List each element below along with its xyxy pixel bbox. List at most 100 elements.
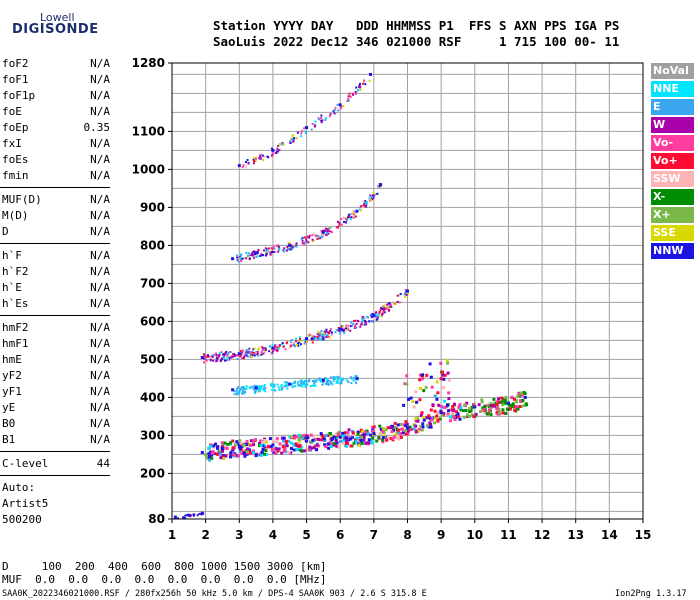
scatter-point — [295, 337, 297, 340]
scatter-point — [307, 241, 310, 244]
param-foF1: foF1 N/A — [2, 73, 110, 86]
scatter-point — [489, 413, 493, 417]
scatter-point — [221, 357, 223, 360]
scatter-point — [216, 452, 219, 456]
scatter-point — [461, 409, 465, 413]
scatter-point — [278, 247, 281, 250]
scatter-point — [212, 359, 215, 362]
scatter-point — [198, 512, 201, 515]
scatter-point — [299, 384, 302, 387]
scatter-point — [295, 444, 299, 448]
scatter-point — [361, 317, 364, 320]
scatter-point — [271, 351, 274, 354]
data-point — [237, 164, 241, 168]
scatter-point — [247, 254, 249, 257]
scatter-point — [249, 387, 252, 390]
scatter-point — [435, 397, 439, 401]
scatter-point — [253, 347, 256, 350]
scatter-point — [281, 345, 284, 348]
scatter-point — [345, 218, 347, 220]
scatter-point — [421, 373, 425, 377]
scatter-point — [227, 352, 229, 355]
scatter-point — [516, 394, 520, 398]
scatter-point — [340, 218, 343, 220]
scatter-point — [249, 444, 253, 447]
scatter-point — [221, 449, 225, 453]
legend-item-noval: NoVal — [651, 63, 694, 79]
scatter-point — [293, 245, 296, 248]
scatter-point — [261, 448, 265, 451]
scatter-point — [370, 315, 373, 318]
scatter-point — [305, 382, 308, 385]
param-hmF1: hmF1 N/A — [2, 337, 110, 350]
scatter-point — [328, 432, 332, 435]
scatter-point — [280, 451, 284, 455]
param-fmin: fmin N/A — [2, 169, 110, 182]
scatter-point — [226, 356, 229, 359]
param-D: D N/A — [2, 225, 110, 238]
scatter-point — [220, 454, 224, 457]
scatter-point — [273, 348, 276, 351]
data-point — [200, 511, 204, 515]
scatter-series — [233, 375, 359, 396]
scatter-point — [293, 435, 297, 439]
scatter-point — [353, 212, 356, 214]
scatter-point — [363, 430, 367, 434]
scatter-point — [252, 439, 256, 443]
scatter-point — [292, 443, 296, 447]
scatter-point — [405, 382, 409, 386]
scatter-point — [300, 384, 303, 386]
scatter-point — [421, 422, 425, 426]
scatter-point — [207, 355, 210, 358]
scatter-point — [295, 245, 298, 248]
scatter-point — [237, 393, 240, 395]
scatter-point — [262, 254, 265, 257]
scatter-point — [282, 436, 286, 440]
scatter-point — [303, 127, 306, 130]
scatter-point — [347, 216, 349, 219]
scatter-point — [424, 385, 428, 389]
scatter-point — [267, 156, 270, 159]
scatter-point — [276, 383, 279, 386]
scatter-point — [281, 387, 284, 389]
scatter-point — [262, 347, 265, 350]
scatter-point — [349, 329, 352, 332]
scatter-point — [292, 448, 296, 452]
scatter-point — [450, 408, 454, 412]
scatter-point — [360, 441, 364, 445]
scatter-point — [381, 436, 385, 440]
scatter-point — [399, 423, 403, 426]
y-tick-label: 80 — [148, 512, 165, 526]
scatter-point — [254, 454, 258, 458]
scatter-point — [326, 333, 329, 336]
scatter-point — [396, 431, 400, 435]
scatter-point — [318, 334, 321, 337]
scatter-point — [327, 226, 330, 229]
scatter-point — [240, 386, 243, 389]
data-point — [254, 386, 258, 390]
scatter-point — [319, 380, 322, 383]
scatter-point — [442, 399, 446, 403]
scatter-point — [348, 92, 351, 95]
scatter-point — [339, 440, 342, 443]
scatter-point — [263, 349, 266, 352]
scatter-point — [301, 242, 304, 245]
scatter-point — [308, 236, 311, 239]
scatter-point — [260, 453, 264, 457]
scatter-point — [233, 390, 236, 393]
scatter-point — [330, 382, 333, 385]
scatter-point — [242, 451, 246, 455]
data-point — [237, 352, 241, 356]
scatter-point — [362, 438, 366, 442]
scatter-point — [376, 316, 379, 319]
scatter-point — [210, 355, 213, 358]
scatter-point — [518, 405, 522, 409]
scatter-point — [369, 433, 373, 437]
scatter-point — [281, 343, 284, 346]
scatter-point — [377, 435, 381, 439]
scatter-point — [345, 222, 348, 224]
scatter-point — [380, 430, 384, 434]
scatter-point — [474, 412, 478, 416]
scatter-point — [389, 426, 393, 430]
scatter-point — [521, 393, 524, 397]
